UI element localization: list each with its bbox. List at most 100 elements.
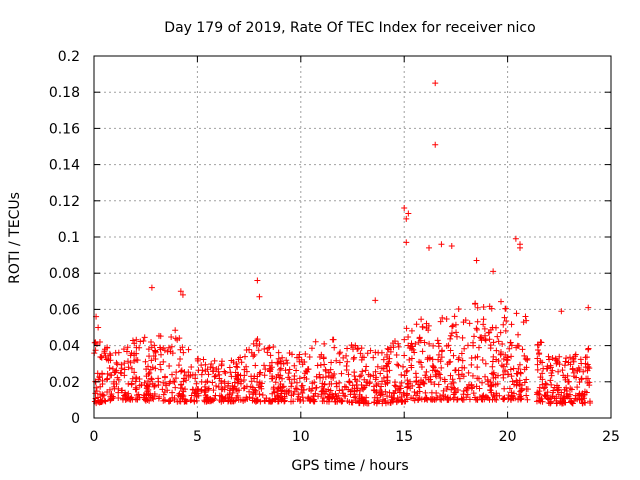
data-point <box>534 361 541 368</box>
tick-labels: 0 5 10 15 20 25 0 0.02 0.04 0.06 0.08 0.1 0.12 0.14 0.… <box>49 49 620 445</box>
data-point <box>204 378 211 385</box>
data-point <box>489 324 496 331</box>
data-point <box>448 330 455 337</box>
data-point <box>506 345 513 352</box>
x-tick-label: 25 <box>602 429 620 445</box>
data-point <box>444 383 451 390</box>
data-point <box>395 362 402 369</box>
data-point <box>276 374 283 381</box>
data-point <box>544 389 551 396</box>
data-point <box>568 399 575 405</box>
data-point <box>401 336 408 343</box>
data-point <box>321 381 328 388</box>
data-point <box>389 340 396 347</box>
data-points <box>91 80 594 407</box>
data-point <box>450 352 457 359</box>
data-point <box>193 380 200 387</box>
data-point <box>485 329 492 336</box>
data-point <box>562 374 569 381</box>
data-point <box>117 369 124 376</box>
data-point <box>570 369 577 376</box>
data-point <box>106 364 113 371</box>
data-point <box>459 334 466 341</box>
data-point <box>319 398 326 405</box>
data-point <box>506 385 513 392</box>
data-point <box>257 369 264 376</box>
data-point <box>316 371 323 378</box>
data-point <box>250 353 257 360</box>
data-point <box>365 371 372 378</box>
x-tick-label: 10 <box>292 429 310 445</box>
data-point <box>212 372 219 379</box>
data-point <box>385 346 392 353</box>
data-point <box>517 244 524 251</box>
data-point <box>357 350 364 357</box>
data-point <box>136 382 143 389</box>
data-point <box>508 373 515 380</box>
data-point <box>275 392 282 399</box>
data-point <box>333 383 340 390</box>
data-point <box>250 340 257 347</box>
data-point <box>418 316 425 323</box>
data-point <box>151 383 158 390</box>
data-point <box>476 385 483 392</box>
data-point <box>418 363 425 370</box>
data-point <box>358 372 365 379</box>
data-point <box>449 322 456 329</box>
data-point <box>470 342 477 349</box>
data-point <box>404 384 411 391</box>
data-point <box>323 388 330 395</box>
data-point <box>534 355 541 362</box>
data-point <box>278 397 285 404</box>
data-point <box>358 356 365 363</box>
chart-title: Day 179 of 2019, Rate Of TEC Index for r… <box>164 20 535 36</box>
y-tick-label: 0.12 <box>49 194 80 210</box>
data-point <box>211 357 218 364</box>
data-point <box>394 386 401 393</box>
data-point <box>405 333 412 340</box>
data-point <box>423 325 430 332</box>
data-point <box>283 390 290 397</box>
data-point <box>296 375 303 382</box>
data-point <box>382 388 389 395</box>
y-axis-label: ROTI / TECUs <box>7 192 23 284</box>
data-point <box>492 374 499 381</box>
data-point <box>144 388 151 395</box>
data-point <box>438 348 445 355</box>
data-point <box>382 397 389 404</box>
data-point <box>481 325 488 332</box>
data-point <box>248 373 255 380</box>
data-point <box>134 357 141 364</box>
data-point <box>502 351 509 358</box>
data-point <box>484 376 491 383</box>
data-point <box>151 342 158 349</box>
data-point <box>148 376 155 383</box>
data-point <box>288 392 295 399</box>
data-point <box>209 368 216 375</box>
data-point <box>299 389 306 396</box>
data-point <box>318 391 325 398</box>
data-point <box>519 346 526 353</box>
data-point <box>511 381 518 388</box>
data-point <box>161 397 168 404</box>
data-point <box>429 356 436 363</box>
data-point <box>199 367 206 374</box>
data-point <box>435 343 442 350</box>
data-point <box>200 356 207 363</box>
data-point <box>518 382 525 389</box>
data-point <box>420 380 427 387</box>
data-point <box>171 379 178 386</box>
data-point <box>257 398 264 405</box>
data-point <box>494 333 501 340</box>
data-point <box>159 386 166 393</box>
data-point <box>546 356 553 363</box>
data-point <box>509 378 516 385</box>
data-point <box>221 368 228 375</box>
data-point <box>170 378 177 385</box>
data-point <box>112 349 119 356</box>
data-point <box>103 376 110 383</box>
data-point <box>370 354 377 361</box>
data-point <box>160 345 167 352</box>
data-point <box>179 291 186 298</box>
data-point <box>366 380 373 387</box>
